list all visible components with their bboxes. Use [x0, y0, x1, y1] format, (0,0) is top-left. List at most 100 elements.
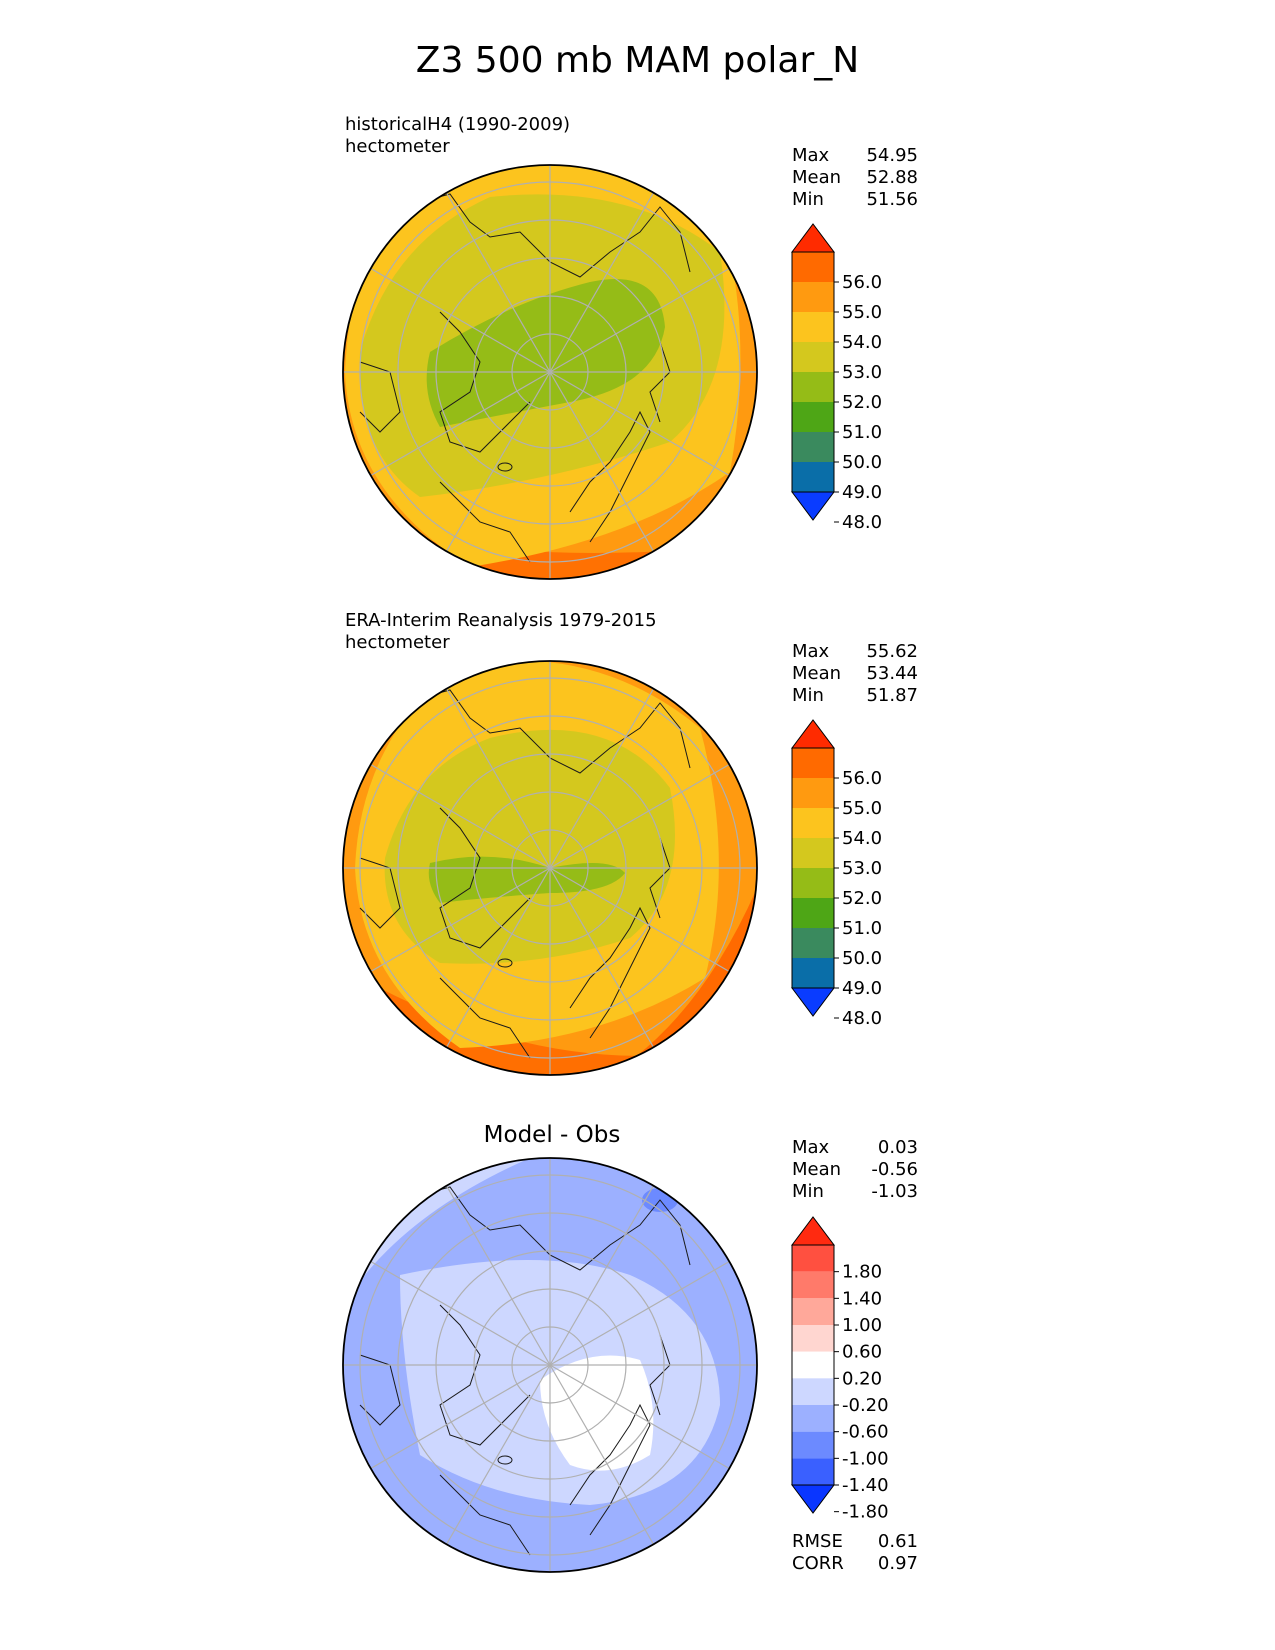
panel1-units: hectometer [345, 136, 450, 157]
colorbar-3: 1.80 1.40 1.00 0.60 0.20 -0.20 -0.60 -1.00 -1.40… [791, 1216, 889, 1523]
stat-row-max: Max 0.03 [792, 1137, 918, 1159]
panel3-stats: Max 0.03 Mean -0.56 Min -1.03 [792, 1137, 918, 1203]
colorbar-extend-top [791, 223, 835, 253]
colorbar-segment [792, 898, 834, 928]
colorbar-2: 56.0 55.0 54.0 53.0 52.0 51.0 50.0 49.0 48.0 [791, 719, 882, 1029]
meridian-line [549, 267, 730, 373]
map-boundary [342, 1157, 758, 1573]
stat-label: Mean [792, 663, 842, 684]
coastline [497, 1455, 513, 1465]
panel3-title: Model - Obs [483, 1122, 621, 1148]
stat-value: -1.03 [871, 1181, 918, 1202]
polar-map-1 [342, 164, 758, 580]
colorbar-segment [792, 1351, 834, 1379]
panel1-title: historicalH4 (1990-2009) [345, 114, 571, 135]
map-field [343, 1158, 757, 1572]
colorbar-segment [792, 808, 834, 838]
stat-value: 52.88 [866, 167, 918, 188]
colorbar-tick-label: 48.0 [842, 512, 882, 533]
colorbar-tick-label: 55.0 [842, 798, 882, 819]
coastline [439, 807, 531, 949]
stat-value: -0.56 [871, 1159, 918, 1180]
stat-value: 53.44 [866, 663, 918, 684]
stat-value: 54.95 [866, 145, 918, 166]
meridian-line [549, 867, 730, 973]
colorbar-extend-bottom [791, 1484, 835, 1514]
panel2-units: hectometer [345, 632, 450, 653]
colorbar-segment [792, 402, 834, 432]
meridian-line [370, 1364, 551, 1470]
colorbar-tick-label: -0.20 [842, 1395, 889, 1416]
meridian-line [370, 1260, 551, 1366]
map-field [343, 165, 757, 579]
meridian-line [549, 1185, 655, 1366]
meridian-line [370, 267, 551, 373]
colorbar-segment [792, 372, 834, 402]
colorbar-segment [792, 868, 834, 898]
colorbar-segment [792, 462, 834, 492]
colorbar-segment [792, 1245, 834, 1272]
meridian-line [549, 192, 655, 373]
colorbar-tick-label: -1.40 [842, 1475, 889, 1496]
stat-row-mean: Mean 52.88 [792, 167, 918, 189]
colorbar-tick-label: 53.0 [842, 362, 882, 383]
colorbar-tick-label: 0.60 [842, 1342, 882, 1363]
colorbar-segment [792, 748, 834, 778]
coastline [569, 906, 651, 1039]
stat-label: Max [792, 641, 830, 662]
colorbar-segment [792, 312, 834, 342]
stat-row-max: Max 54.95 [792, 145, 918, 167]
panel3-metrics: RMSE 0.61 CORR 0.97 [792, 1531, 918, 1575]
stat-label: Min [792, 189, 824, 210]
stat-value: 51.87 [866, 685, 918, 706]
metric-row-rmse: RMSE 0.61 [792, 1531, 918, 1553]
coastline [359, 1354, 401, 1426]
colorbar-segment [792, 1378, 834, 1405]
stat-value: 55.62 [866, 641, 918, 662]
meridian-line [445, 688, 551, 869]
colorbar-segment [792, 342, 834, 372]
stat-row-min: Min 51.56 [792, 189, 918, 211]
colorbar-tick-label: 53.0 [842, 858, 882, 879]
stat-label: Mean [792, 167, 842, 188]
coastline [497, 462, 513, 472]
colorbar-tick-label: 56.0 [842, 272, 882, 293]
colorbar-tick-label: 51.0 [842, 918, 882, 939]
colorbar-segment [792, 778, 834, 808]
stat-row-mean: Mean -0.56 [792, 1159, 918, 1181]
stat-label: Min [792, 1181, 824, 1202]
colorbar-segment [792, 1298, 834, 1325]
colorbar-segment [792, 1405, 834, 1432]
colorbar-segment [792, 252, 834, 282]
polar-map-3 [342, 1157, 758, 1573]
metric-value: 0.97 [877, 1553, 918, 1574]
colorbar-segment [792, 1325, 834, 1352]
colorbar-tick-label: -1.80 [842, 1502, 889, 1523]
stat-row-min: Min -1.03 [792, 1181, 918, 1203]
coastline [439, 481, 531, 563]
meridian-line [370, 763, 551, 869]
meridian-line [370, 867, 551, 973]
colorbar-tick-label: 51.0 [842, 422, 882, 443]
colorbar-extend-bottom [791, 987, 835, 1017]
colorbar-tick-label: 0.20 [842, 1368, 882, 1389]
coastline [497, 958, 513, 968]
colorbar-segment [792, 432, 834, 462]
colorbar-tick-label: -0.60 [842, 1422, 889, 1443]
colorbar-1: 56.0 55.0 54.0 53.0 52.0 51.0 50.0 49.0 48.0 [791, 223, 882, 533]
colorbar-tick-label: 1.00 [842, 1315, 882, 1336]
coastline [439, 1474, 531, 1556]
colorbar-tick-label: 1.80 [842, 1262, 882, 1283]
coastline [359, 361, 401, 433]
meridian-line [549, 688, 655, 869]
colorbar-tick-label: -1.00 [842, 1448, 889, 1469]
meridian-line [549, 763, 730, 869]
contour-fill [426, 279, 665, 427]
coastline [569, 410, 651, 543]
panel2-title: ERA-Interim Reanalysis 1979-2015 [345, 610, 657, 631]
figure-title: Z3 500 mb MAM polar_N [415, 40, 860, 81]
map-field [343, 661, 757, 1075]
meridian-line [370, 371, 551, 477]
meridian-line [445, 1364, 551, 1545]
colorbar-extend-top [791, 1216, 835, 1246]
